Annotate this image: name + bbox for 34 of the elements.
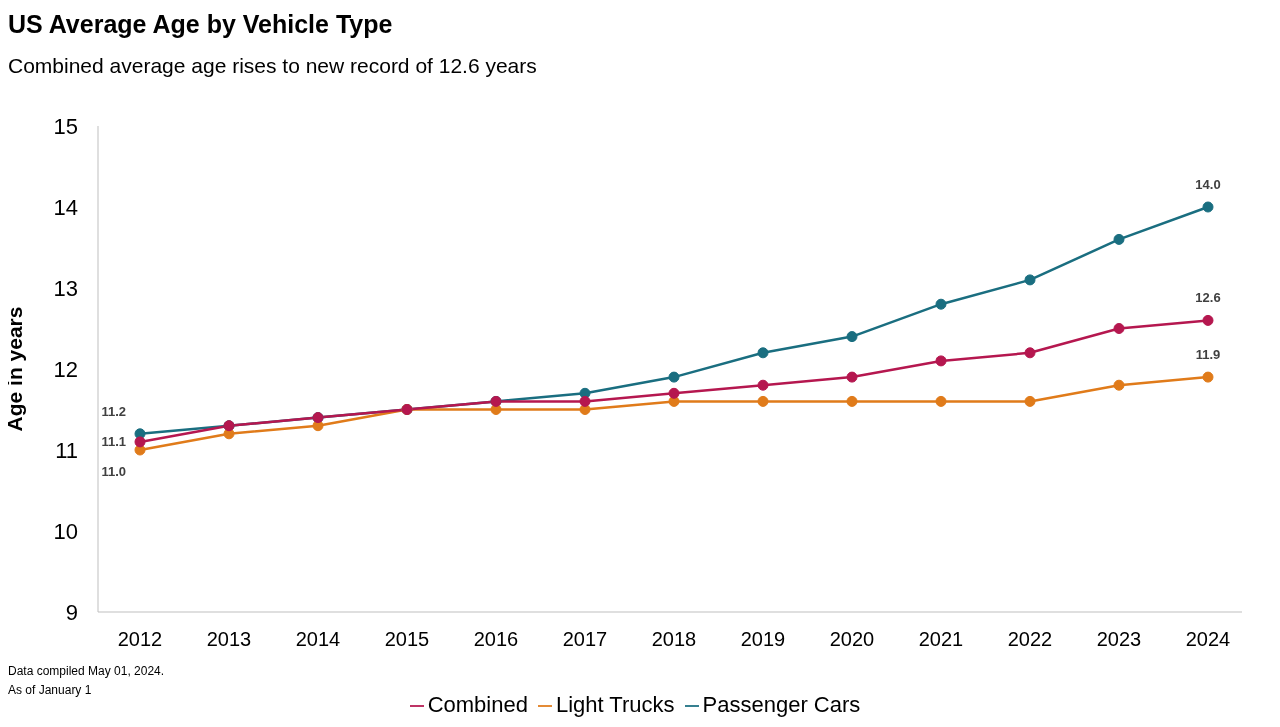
x-tick-label: 2023: [1096, 628, 1142, 651]
y-tick-label: 11: [55, 437, 78, 463]
y-tick-label: 10: [53, 518, 78, 544]
data-label: 12.6: [1195, 290, 1221, 306]
x-tick-label: 2013: [206, 628, 252, 651]
legend-label: Passenger Cars: [702, 692, 861, 717]
x-tick-label: 2015: [384, 628, 430, 651]
x-tick-label: 2019: [740, 628, 786, 651]
x-tick-label: 2012: [117, 628, 163, 651]
data-label: 11.9: [1195, 347, 1221, 363]
data-label: 11.1: [101, 433, 126, 449]
data-label: 11.2: [101, 403, 126, 419]
y-axis-title: Age in years: [3, 306, 27, 432]
data-label: 11.0: [101, 464, 126, 479]
x-tick-label: 2018: [651, 628, 697, 651]
chart-title: US Average Age by Vehicle Type: [8, 10, 393, 39]
y-tick-label: 15: [53, 113, 78, 139]
data-label: 14.0: [1195, 177, 1221, 192]
x-tick-label: 2017: [562, 628, 608, 651]
x-tick-label: 2016: [473, 628, 519, 651]
chart-subtitle: Combined average age rises to new record of 12.6 years: [8, 54, 537, 78]
text: Data compiled May 01, 2024.: [8, 663, 165, 680]
y-tick-label: 13: [53, 275, 78, 301]
text: As of January 1: [8, 682, 93, 699]
legend-label: Combined: [427, 692, 528, 717]
x-tick-label: 2024: [1185, 628, 1231, 651]
y-tick-label: 14: [53, 194, 78, 220]
x-tick-label: 2021: [918, 628, 964, 651]
x-tick-label: 2020: [829, 628, 875, 651]
x-tick-label: 2022: [1007, 628, 1053, 651]
legend-label: Light Trucks: [555, 692, 675, 717]
y-tick-label: 12: [53, 356, 78, 382]
x-tick-label: 2014: [295, 628, 341, 651]
y-tick-label: 9: [65, 599, 78, 625]
